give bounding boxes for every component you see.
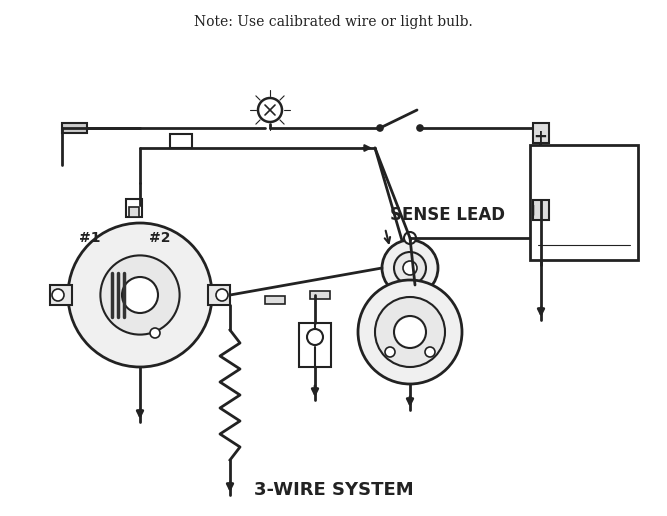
- Text: 3-WIRE SYSTEM: 3-WIRE SYSTEM: [253, 481, 414, 499]
- Circle shape: [68, 223, 212, 367]
- Text: SENSE LEAD: SENSE LEAD: [390, 206, 505, 224]
- Circle shape: [216, 289, 228, 301]
- Circle shape: [385, 347, 395, 357]
- Bar: [310, 291, 330, 299]
- Circle shape: [404, 232, 416, 244]
- Bar: [129, 207, 139, 217]
- Bar: [265, 296, 285, 304]
- Circle shape: [258, 98, 282, 122]
- Bar: [170, 134, 192, 148]
- Text: Note: Use calibrated wire or light bulb.: Note: Use calibrated wire or light bulb.: [194, 15, 473, 29]
- Bar: [533, 200, 549, 220]
- Bar: [62, 123, 87, 133]
- Circle shape: [394, 316, 426, 348]
- Text: |: |: [531, 205, 535, 215]
- Circle shape: [425, 347, 435, 357]
- Circle shape: [307, 329, 323, 345]
- Bar: [533, 123, 549, 143]
- Circle shape: [101, 255, 179, 334]
- Polygon shape: [50, 285, 72, 305]
- Circle shape: [394, 252, 426, 284]
- Text: +: +: [533, 128, 547, 146]
- Circle shape: [358, 280, 462, 384]
- Circle shape: [403, 261, 417, 275]
- Circle shape: [375, 297, 445, 367]
- Circle shape: [382, 240, 438, 296]
- Text: #2: #2: [149, 231, 171, 245]
- Bar: [299, 323, 331, 367]
- Text: #1: #1: [79, 231, 101, 245]
- Polygon shape: [208, 285, 230, 305]
- Bar: [126, 199, 142, 217]
- Circle shape: [377, 125, 383, 131]
- Circle shape: [150, 328, 160, 338]
- Circle shape: [52, 289, 64, 301]
- Bar: [530, 145, 638, 260]
- Circle shape: [417, 125, 423, 131]
- Circle shape: [122, 277, 158, 313]
